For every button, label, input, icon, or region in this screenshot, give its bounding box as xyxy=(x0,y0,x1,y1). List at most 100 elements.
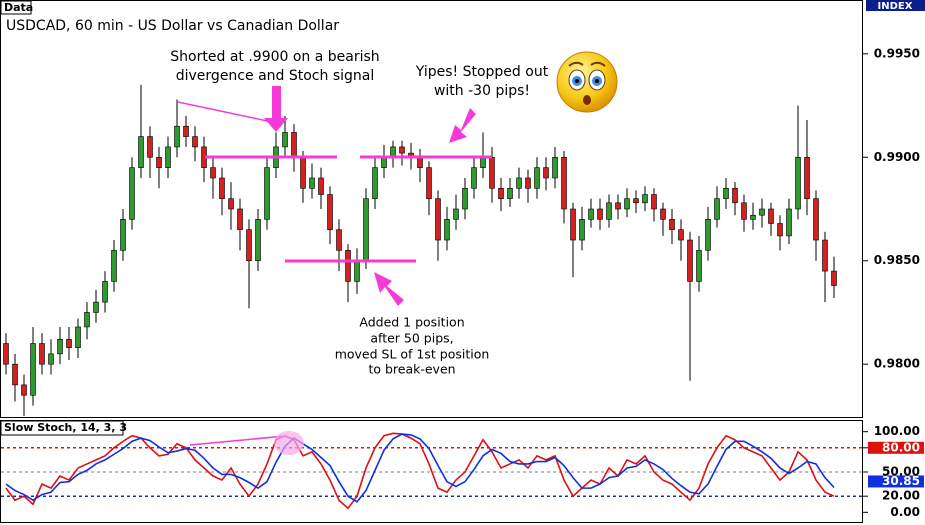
annotation-text: Shorted at .9900 on a bearish xyxy=(170,49,379,65)
candle-body xyxy=(588,208,594,220)
candle-body xyxy=(48,353,54,365)
divergence-line xyxy=(177,101,273,123)
index-label: INDEX xyxy=(878,1,913,12)
candle-body xyxy=(642,194,648,204)
candle-body xyxy=(732,188,738,204)
candle-body xyxy=(543,167,549,179)
stoch-line xyxy=(5,432,835,510)
smiley-mouth xyxy=(583,95,591,105)
stoch-highlight xyxy=(274,431,304,455)
arrow xyxy=(449,108,476,143)
marks: 0.9950 0.9900 0.9850 0.9800 100.00 80.00 50.00… xyxy=(1,46,924,519)
annotation-text: divergence and Stoch signal xyxy=(176,68,374,84)
smiley-brow xyxy=(568,61,606,67)
candle-body xyxy=(372,167,378,199)
candle-body xyxy=(84,312,90,328)
candle-body xyxy=(525,177,531,189)
data-box xyxy=(0,0,32,15)
y-tick-label: 0.9850 xyxy=(874,253,920,267)
value-badge xyxy=(868,475,924,488)
candle-body xyxy=(723,188,729,199)
arrow xyxy=(374,272,404,306)
candle-body xyxy=(75,326,81,348)
candle-body xyxy=(318,177,324,195)
candle-body xyxy=(624,198,630,210)
candle-body xyxy=(579,219,585,241)
smiley-face xyxy=(556,51,618,113)
candle-body xyxy=(291,132,297,158)
candle-body xyxy=(750,214,756,220)
smiley xyxy=(556,51,618,113)
candle-body xyxy=(453,208,459,220)
candle-body xyxy=(102,281,108,303)
candle-body xyxy=(435,198,441,241)
candle-body xyxy=(696,250,702,282)
annotation-shapes xyxy=(177,86,492,446)
candle-body xyxy=(156,156,162,168)
candle-body xyxy=(264,167,270,220)
candle-body xyxy=(804,156,810,199)
candle-body xyxy=(534,167,540,189)
candle-body xyxy=(300,156,306,189)
candle-body xyxy=(363,198,369,262)
candle-body xyxy=(714,198,720,220)
candle-body xyxy=(246,229,252,262)
candle-body xyxy=(633,198,639,204)
candle-body xyxy=(669,219,675,230)
stoch-box xyxy=(0,420,124,436)
candle-body xyxy=(39,343,45,365)
candle-body xyxy=(498,188,504,199)
y-tick-label: 0.9950 xyxy=(874,46,920,60)
candle-body xyxy=(786,208,792,237)
y-tick-label: 100.00 xyxy=(874,424,920,438)
annotation-text: Yipes! Stopped out xyxy=(415,64,549,80)
y-tick-label: 20.00 xyxy=(882,489,920,503)
candle-body xyxy=(480,156,486,168)
candle-body xyxy=(336,229,342,251)
annotation-text: to break-even xyxy=(368,362,455,377)
index-badge xyxy=(866,0,925,11)
candle-body xyxy=(354,260,360,282)
candle-body xyxy=(705,219,711,251)
candle-body xyxy=(192,136,198,148)
annotation-text: Added 1 position xyxy=(359,315,464,330)
candle-body xyxy=(759,208,765,216)
annotation-text: with -30 pips! xyxy=(434,83,530,99)
candle-body xyxy=(822,239,828,272)
candle-body xyxy=(255,219,261,262)
candle-body xyxy=(111,250,117,282)
candle-body xyxy=(120,219,126,251)
candle-body xyxy=(147,136,153,158)
candle-body xyxy=(12,363,18,386)
smiley-pupil xyxy=(575,79,579,83)
candle-body xyxy=(282,132,288,148)
candle-body xyxy=(651,194,657,210)
candle-body xyxy=(489,156,495,189)
arrow xyxy=(264,86,288,132)
candle-body xyxy=(570,208,576,241)
candle-body xyxy=(57,339,63,355)
candle-body xyxy=(21,384,27,396)
candle-body xyxy=(129,167,135,220)
candle-body xyxy=(381,156,387,168)
price-panel xyxy=(0,0,863,418)
chart-title: USDCAD, 60 min - US Dollar vs Canadian D… xyxy=(6,18,339,34)
y-tick-label: 50.00 xyxy=(882,465,920,479)
candle-body xyxy=(327,194,333,230)
candle-body xyxy=(219,177,225,199)
candle-body xyxy=(3,343,9,365)
candle-body xyxy=(183,125,189,137)
candle-body xyxy=(345,250,351,282)
candle-body xyxy=(417,156,423,168)
candle-body xyxy=(228,198,234,210)
annotation-text: moved SL of 1st position xyxy=(335,347,490,362)
value-badge-label: 30.85 xyxy=(882,474,920,488)
y-tick-label: 0.00 xyxy=(890,505,920,519)
candle-body xyxy=(507,188,513,199)
candle-body xyxy=(741,202,747,220)
candle-body xyxy=(237,208,243,230)
candle-body xyxy=(687,239,693,282)
candle-body xyxy=(831,270,837,286)
